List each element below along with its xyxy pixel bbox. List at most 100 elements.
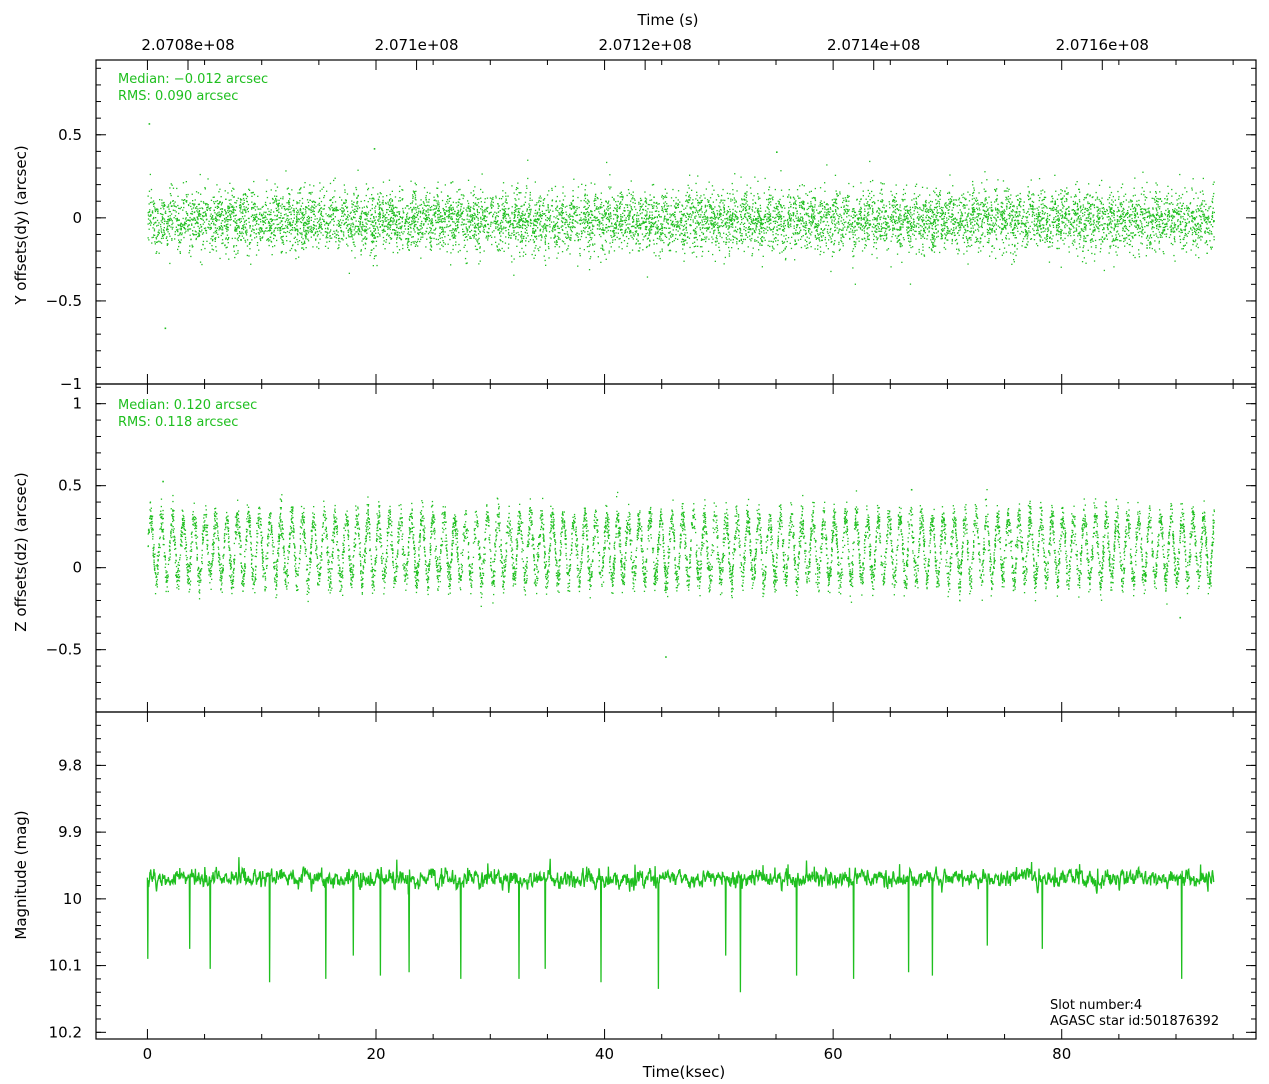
dy-point <box>690 218 692 221</box>
dy-point <box>243 221 246 223</box>
dy-point <box>908 209 910 212</box>
dy-point <box>957 222 959 224</box>
dy-point <box>243 199 245 201</box>
dy-point <box>1022 209 1024 211</box>
dy-point <box>374 237 376 239</box>
dy-point <box>885 223 887 226</box>
dy-point <box>735 215 737 217</box>
dy-point <box>756 223 759 225</box>
dy-point <box>562 218 564 220</box>
dy-point <box>853 227 855 229</box>
dy-point <box>429 242 431 244</box>
dy-point <box>711 207 713 209</box>
dy-point <box>852 248 855 250</box>
dy-point <box>708 201 710 203</box>
dy-point <box>1037 232 1039 234</box>
dy-point <box>700 209 702 211</box>
dy-point <box>360 250 362 252</box>
dy-point <box>209 224 211 226</box>
dy-point <box>824 208 826 210</box>
dy-point <box>226 218 228 221</box>
dy-point <box>947 228 949 230</box>
dy-point <box>625 217 627 219</box>
dy-point <box>236 226 239 229</box>
dy-point <box>958 230 960 232</box>
dy-point <box>360 216 362 218</box>
dy-point <box>385 220 388 222</box>
dy-point <box>369 209 372 212</box>
dy-point <box>666 208 669 210</box>
dy-point <box>852 217 855 219</box>
dy-point <box>1001 229 1003 231</box>
dy-point <box>425 210 427 212</box>
dy-point <box>465 233 467 235</box>
dy-point <box>700 214 702 216</box>
dy-point <box>713 213 716 215</box>
dy-point <box>829 231 831 233</box>
dy-point <box>373 216 375 218</box>
dy-point <box>790 223 792 225</box>
dy-point <box>735 201 737 203</box>
dy-point <box>185 181 187 183</box>
dy-point <box>413 191 415 194</box>
dy-point <box>662 198 664 200</box>
dy-point <box>500 225 502 227</box>
dy-point <box>708 226 711 228</box>
dy-point <box>370 249 372 251</box>
dy-point <box>1206 223 1208 225</box>
dy-point <box>1114 199 1116 201</box>
dy-point <box>928 216 930 218</box>
dy-point <box>1170 215 1173 217</box>
dy-point <box>649 230 651 232</box>
dy-point <box>1087 210 1089 212</box>
dy-point <box>1134 210 1136 213</box>
dy-point <box>1195 216 1198 218</box>
dy-point <box>915 230 917 233</box>
dy-point <box>874 202 876 205</box>
dy-point <box>832 204 835 206</box>
dy-point <box>214 237 216 240</box>
dy-point <box>1037 214 1040 216</box>
dy-point <box>191 244 193 246</box>
dy-point <box>361 229 364 231</box>
dy-point <box>686 199 688 201</box>
dy-point <box>883 240 886 242</box>
dy-point <box>315 239 317 241</box>
dy-point <box>1057 215 1059 217</box>
dy-point <box>695 198 697 200</box>
dy-point <box>889 216 892 218</box>
dy-point <box>932 243 934 246</box>
dy-point <box>765 216 767 218</box>
dy-point <box>543 199 545 201</box>
dy-point <box>221 227 224 229</box>
dy-point <box>677 230 679 232</box>
dy-point <box>508 215 510 217</box>
dy-point <box>692 212 694 214</box>
dy-point <box>414 224 416 226</box>
dy-point <box>994 231 996 233</box>
dy-point <box>831 221 833 223</box>
dy-point <box>1016 220 1018 222</box>
dy-point <box>1061 216 1064 218</box>
dy-point <box>636 221 639 223</box>
dy-point <box>382 220 385 222</box>
dy-point <box>1165 235 1167 238</box>
dy-point <box>852 233 854 236</box>
dy-point <box>899 244 901 246</box>
dy-point <box>383 228 385 230</box>
dy-point <box>1184 219 1186 221</box>
dy-point <box>867 238 870 240</box>
dy-point <box>313 221 315 223</box>
dy-point <box>1122 201 1125 203</box>
dy-point <box>994 222 997 224</box>
dy-point <box>171 223 173 226</box>
dy-point <box>890 217 892 219</box>
dy-point <box>681 205 684 207</box>
dy-point <box>1147 223 1150 225</box>
dy-point <box>739 229 742 231</box>
dy-point <box>722 188 724 191</box>
dy-point <box>858 210 860 213</box>
dy-point <box>929 217 931 219</box>
dy-point <box>413 221 416 223</box>
dy-point <box>619 237 621 240</box>
